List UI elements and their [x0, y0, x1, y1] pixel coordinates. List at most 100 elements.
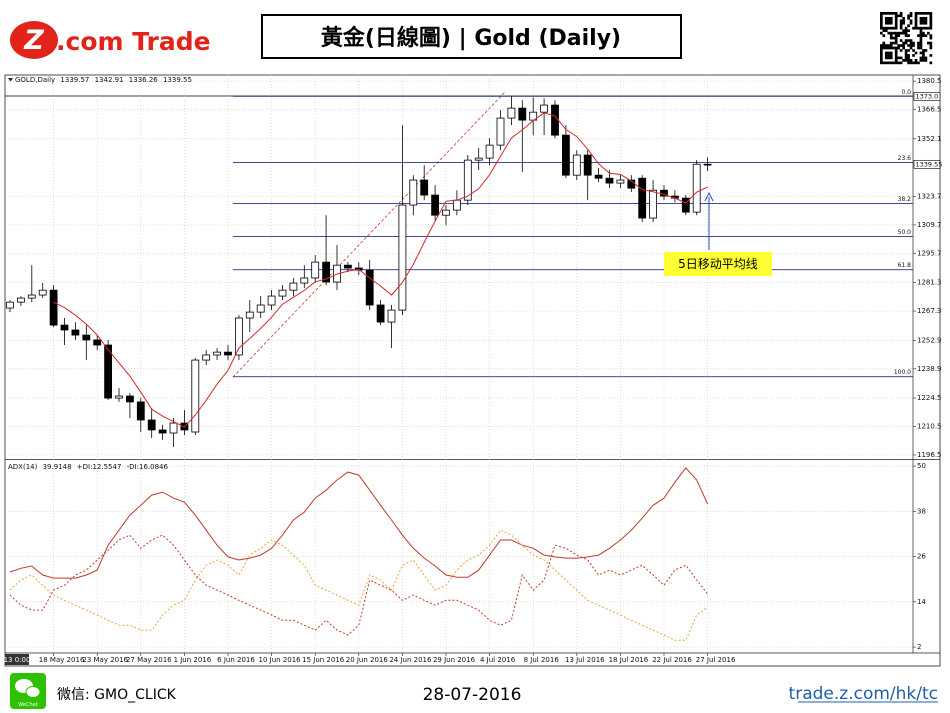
candle-body: [496, 117, 505, 146]
candle-body: [365, 269, 374, 306]
fib-label: 100.0: [894, 369, 911, 376]
cursor-label: 13 0:00: [4, 656, 31, 664]
qr-cell: [919, 31, 923, 35]
qr-cell: [880, 31, 883, 35]
fib-price-label: 1373.0: [916, 92, 939, 100]
qr-cell: [899, 56, 903, 60]
candle-body: [649, 189, 657, 219]
qr-cell: [924, 49, 928, 52]
qr-cell: [929, 46, 933, 50]
candle-body: [27, 294, 36, 299]
qr-cell: [909, 12, 913, 15]
candle-body: [638, 177, 647, 219]
qr-cell: [929, 16, 933, 20]
qr-cell: [889, 12, 893, 15]
qr-cell: [892, 31, 896, 35]
current-price-label: 1339.55: [916, 160, 943, 168]
qr-cell: [894, 34, 898, 37]
cursor-box: [5, 654, 29, 665]
qr-cell: [914, 14, 918, 18]
qr-cell: [880, 26, 883, 30]
candle-body: [169, 422, 178, 434]
qr-cell: [880, 12, 883, 15]
qr-cell: [919, 41, 923, 45]
y-tick-label: 1252.9: [917, 336, 942, 344]
website-link[interactable]: trade.z.com/hk/tc: [789, 684, 938, 704]
qr-code: [880, 12, 933, 65]
qr-cell: [897, 56, 901, 60]
qr-cell: [889, 16, 893, 20]
qr-cell: [909, 41, 913, 45]
qr-cell: [899, 31, 903, 35]
qr-cell: [909, 19, 913, 23]
qr-cell: [919, 26, 923, 30]
qr-cell: [892, 12, 896, 15]
qr-cell: [919, 36, 923, 40]
qr-cell: [917, 46, 920, 50]
qr-cell: [927, 26, 930, 30]
grid: [5, 75, 913, 653]
fib-label: 23.6: [898, 155, 912, 162]
qr-cell: [902, 29, 905, 33]
qr-cell: [894, 51, 898, 55]
candle-body: [463, 159, 472, 201]
axes: 1380.5 1366.5 1352.1 1323.7 1309.7 1295.7 1281…: [39, 77, 943, 664]
qr-cell: [894, 59, 898, 62]
qr-cell: [924, 56, 928, 60]
candle-body: [16, 297, 25, 303]
qr-cell: [907, 29, 910, 33]
annotation-text: 5日移动平均线: [678, 257, 758, 271]
candle-body: [507, 107, 516, 119]
qr-cell: [889, 41, 893, 45]
qr-cell: [922, 49, 925, 52]
qr-cell: [912, 49, 915, 52]
qr-cell: [904, 49, 908, 52]
candle-body: [474, 157, 483, 161]
qr-cell: [889, 44, 893, 47]
adx-value: 39.9148: [43, 463, 72, 471]
qr-cell: [889, 21, 893, 25]
qr-cell: [909, 14, 913, 18]
x-tick-label: 20 Jun 2016: [346, 656, 389, 664]
qr-cell: [919, 16, 923, 20]
pdi-value: 12.5547: [92, 463, 121, 471]
qr-cell: [894, 26, 898, 30]
y-tick-label: 1366.5: [917, 106, 942, 114]
candle-body: [115, 395, 123, 399]
y-tick-label: 2: [917, 643, 921, 651]
qr-cell: [887, 31, 891, 35]
qr-cell: [922, 34, 925, 37]
qr-cell: [894, 54, 898, 57]
qr-cell: [924, 21, 928, 25]
qr-cell: [907, 54, 910, 57]
x-tick-label: 23 May 2016: [82, 656, 128, 664]
qr-cell: [880, 21, 883, 25]
qr-cell: [894, 19, 898, 23]
qr-cell: [919, 59, 923, 62]
page-title: 黃金(日線圖) | Gold (Daily): [321, 25, 621, 51]
qr-cell: [899, 49, 903, 52]
qr-cell: [914, 16, 918, 20]
qr-cell: [889, 26, 893, 30]
qr-cell: [880, 56, 883, 60]
candle-body: [409, 179, 418, 206]
qr-cell: [907, 39, 910, 42]
candle-body: [420, 179, 429, 196]
fib-price-box: [913, 92, 941, 101]
qr-cell: [889, 34, 893, 37]
x-tick-label: 8 Jul 2016: [524, 656, 560, 664]
candle-body: [431, 194, 440, 216]
qr-cell: [919, 44, 923, 47]
annotation-arrowhead: [704, 191, 714, 202]
current-price-box: [913, 159, 941, 169]
y-tick-label: 1380.5: [917, 77, 942, 85]
fib-trendline: [232, 91, 506, 378]
wechat-bubble: [25, 686, 41, 698]
y-tick-label: 1238.9: [917, 365, 942, 373]
qr-cell: [897, 61, 901, 65]
qr-cell: [929, 14, 933, 18]
indicator-line: [9, 467, 709, 579]
qr-cell: [929, 24, 933, 28]
qr-cell: [887, 46, 891, 50]
qr-cell: [887, 56, 891, 60]
